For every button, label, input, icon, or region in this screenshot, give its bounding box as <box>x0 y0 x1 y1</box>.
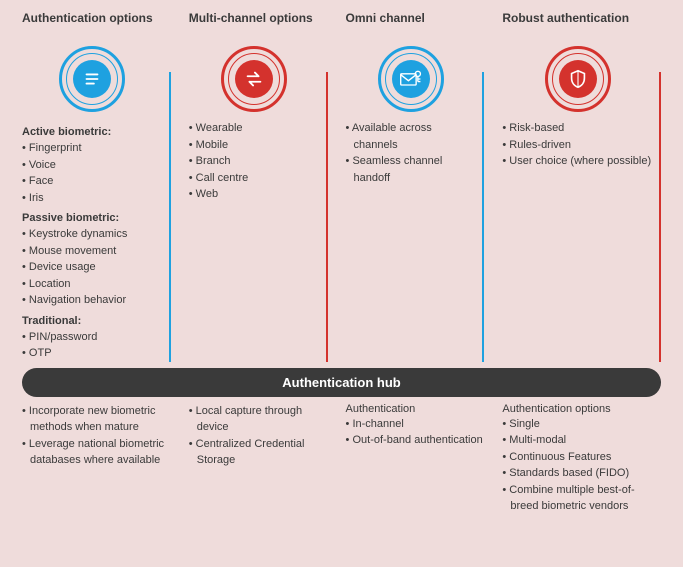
section-label: Authentication <box>346 403 485 415</box>
list-item: Multi-modal <box>502 432 661 449</box>
list-item: Navigation behavior <box>22 292 163 309</box>
column-icon-wrap <box>346 42 477 120</box>
column-title: Multi-channel options <box>189 12 320 42</box>
column-title: Robust authentication <box>502 12 653 42</box>
list-item: Risk-based <box>502 120 653 137</box>
item-list: Incorporate new biometric methods when m… <box>22 403 171 469</box>
upper-columns: Authentication options Active biometric:… <box>22 12 661 362</box>
list-item: Leverage national biometric databases wh… <box>22 436 171 469</box>
column-lower: AuthenticationIn-channelOut-of-band auth… <box>346 403 485 515</box>
list-item: PIN/password <box>22 329 163 346</box>
list-item: Standards based (FIDO) <box>502 465 661 482</box>
list-item: Centralized Credential Storage <box>189 436 328 469</box>
list-item: Branch <box>189 153 320 170</box>
item-list: Local capture through deviceCentralized … <box>189 403 328 469</box>
list-item: Wearable <box>189 120 320 137</box>
shield-icon <box>545 46 611 112</box>
item-list: Keystroke dynamicsMouse movementDevice u… <box>22 226 163 309</box>
section-label: Authentication options <box>502 403 661 415</box>
list-item: OTP <box>22 345 163 362</box>
list-item: In-channel <box>346 416 485 433</box>
list-item: Out-of-band authentication <box>346 432 485 449</box>
lower-columns: Incorporate new biometric methods when m… <box>22 403 661 515</box>
swap-icon <box>221 46 287 112</box>
column-icon-wrap <box>502 42 653 120</box>
section-label: Passive biometric: <box>22 212 163 224</box>
column-title: Omni channel <box>346 12 477 42</box>
list-item: Mouse movement <box>22 243 163 260</box>
list-item: Single <box>502 416 661 433</box>
hub-bar: Authentication hub <box>22 368 661 397</box>
list-item: Continuous Features <box>502 449 661 466</box>
item-list: Available across channelsSeamless channe… <box>346 120 477 186</box>
column-lower: Local capture through deviceCentralized … <box>189 403 328 515</box>
column-lower: Authentication optionsSingleMulti-modalC… <box>502 403 661 515</box>
list-item: User choice (where possible) <box>502 153 653 170</box>
list-item: Location <box>22 276 163 293</box>
item-list: PIN/passwordOTP <box>22 329 163 362</box>
list-item: Keystroke dynamics <box>22 226 163 243</box>
list-item: Seamless channel handoff <box>346 153 477 186</box>
list-item: Available across channels <box>346 120 477 153</box>
list-item: Face <box>22 173 163 190</box>
connector-line <box>659 72 661 362</box>
list-item: Iris <box>22 190 163 207</box>
list-item: Combine multiple best-of-breed biometric… <box>502 482 661 515</box>
column-upper: Multi-channel options WearableMobileBran… <box>189 12 328 362</box>
item-list: FingerprintVoiceFaceIris <box>22 140 163 206</box>
list-item: Incorporate new biometric methods when m… <box>22 403 171 436</box>
connector-line <box>326 72 328 362</box>
connector-line <box>169 72 171 362</box>
infographic-root: Authentication options Active biometric:… <box>0 0 683 527</box>
list-icon <box>59 46 125 112</box>
column-upper: Omni channel Available across channelsSe… <box>346 12 485 362</box>
list-item: Mobile <box>189 137 320 154</box>
item-list: Risk-basedRules-drivenUser choice (where… <box>502 120 653 170</box>
column-title: Authentication options <box>22 12 163 42</box>
column-lower: Incorporate new biometric methods when m… <box>22 403 171 515</box>
list-item: Device usage <box>22 259 163 276</box>
mailkey-icon <box>378 46 444 112</box>
item-list: In-channelOut-of-band authentication <box>346 416 485 449</box>
column-icon-wrap <box>189 42 320 120</box>
item-list: SingleMulti-modalContinuous FeaturesStan… <box>502 416 661 515</box>
column-upper: Authentication options Active biometric:… <box>22 12 171 362</box>
column-icon-wrap <box>22 42 163 120</box>
list-item: Local capture through device <box>189 403 328 436</box>
section-label: Active biometric: <box>22 126 163 138</box>
item-list: WearableMobileBranchCall centreWeb <box>189 120 320 203</box>
column-upper: Robust authentication Risk-basedRules-dr… <box>502 12 661 362</box>
list-item: Call centre <box>189 170 320 187</box>
section-label: Traditional: <box>22 315 163 327</box>
list-item: Rules-driven <box>502 137 653 154</box>
list-item: Voice <box>22 157 163 174</box>
list-item: Fingerprint <box>22 140 163 157</box>
connector-line <box>482 72 484 362</box>
list-item: Web <box>189 186 320 203</box>
